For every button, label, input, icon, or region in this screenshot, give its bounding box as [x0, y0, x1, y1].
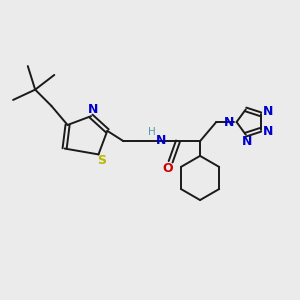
- Text: O: O: [162, 162, 173, 175]
- Text: N: N: [263, 125, 273, 138]
- Text: N: N: [242, 136, 252, 148]
- Text: H: H: [148, 127, 156, 137]
- Text: N: N: [87, 103, 98, 116]
- Text: N: N: [224, 116, 234, 128]
- Text: N: N: [263, 105, 273, 119]
- Text: S: S: [98, 154, 106, 167]
- Text: N: N: [156, 134, 166, 147]
